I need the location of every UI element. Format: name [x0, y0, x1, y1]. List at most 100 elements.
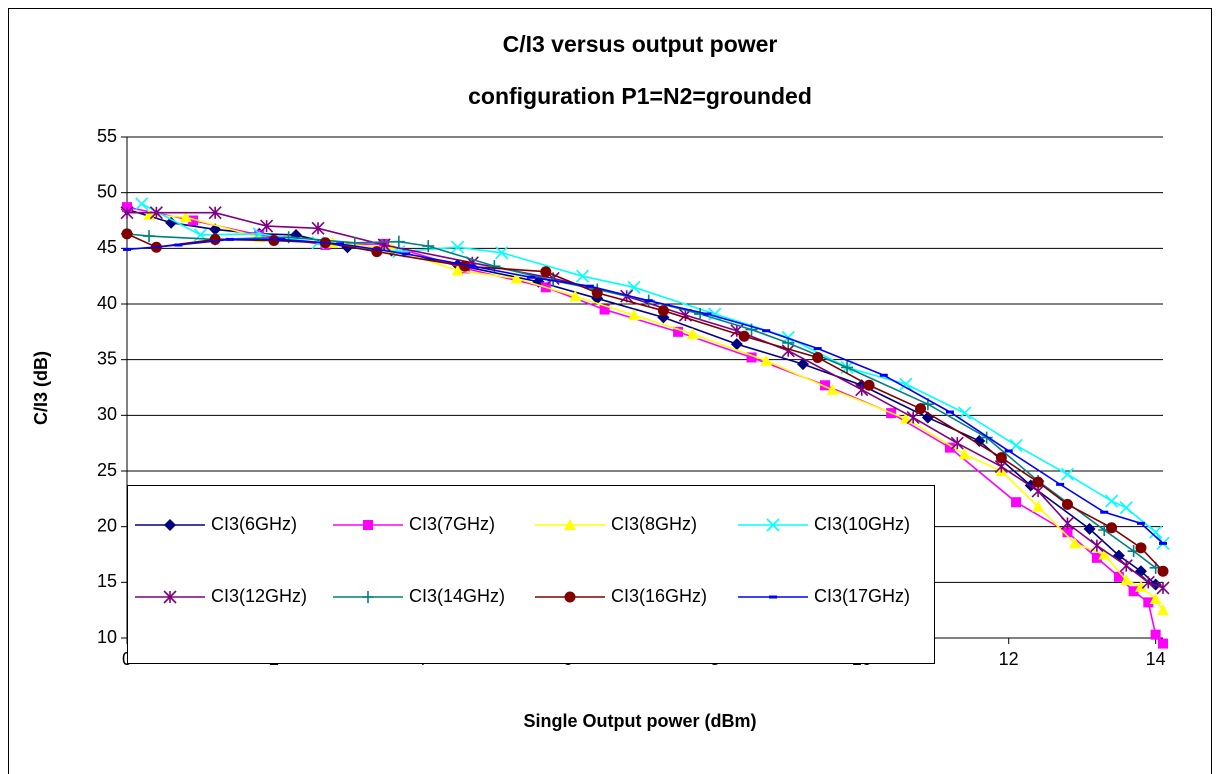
legend-marker	[164, 519, 176, 531]
marker	[1009, 438, 1023, 452]
marker	[627, 280, 641, 294]
x-tick-label: 12	[999, 649, 1019, 669]
legend-label: CI3(12GHz)	[211, 586, 307, 606]
marker	[1135, 542, 1147, 554]
legend-label: CI3(10GHz)	[814, 514, 910, 534]
y-tick-label: 40	[97, 293, 117, 313]
marker	[760, 354, 773, 366]
marker	[730, 338, 743, 351]
marker	[1060, 467, 1075, 481]
marker	[812, 351, 824, 363]
marker	[958, 406, 972, 420]
marker	[826, 383, 839, 395]
marker	[1105, 494, 1119, 508]
marker	[451, 264, 464, 276]
marker	[1156, 581, 1170, 595]
marker	[841, 361, 854, 374]
y-tick-label: 15	[97, 571, 117, 591]
marker	[1143, 597, 1154, 608]
marker	[738, 330, 750, 342]
marker	[188, 215, 199, 226]
marker	[540, 266, 552, 278]
marker	[1032, 500, 1045, 512]
marker	[1149, 593, 1162, 605]
marker	[1120, 574, 1133, 586]
y-tick-label: 25	[97, 460, 117, 480]
legend-marker	[564, 591, 576, 603]
marker	[1091, 552, 1102, 563]
marker	[1141, 575, 1155, 589]
y-tick-label: 55	[97, 126, 117, 146]
marker	[1083, 522, 1096, 535]
marker	[165, 216, 178, 229]
y-tick-label: 20	[97, 515, 117, 535]
marker	[495, 246, 509, 260]
marker	[1032, 476, 1044, 488]
series-line	[127, 211, 1164, 589]
legend-label: CI3(7GHz)	[409, 514, 495, 534]
marker	[135, 197, 149, 211]
marker	[746, 352, 757, 363]
marker	[1011, 497, 1022, 508]
marker	[1157, 604, 1169, 616]
marker	[673, 326, 684, 337]
marker	[980, 431, 993, 444]
marker	[422, 240, 435, 253]
marker	[1068, 537, 1081, 549]
marker	[575, 269, 590, 283]
marker	[906, 410, 920, 425]
marker	[796, 358, 809, 371]
marker	[745, 323, 758, 336]
legend	[127, 485, 935, 664]
legend-label: CI3(16GHz)	[611, 586, 707, 606]
series-line	[148, 214, 1164, 611]
marker	[657, 305, 669, 317]
y-tick-label: 35	[97, 348, 117, 368]
marker	[944, 442, 955, 453]
marker	[995, 452, 1007, 464]
marker	[1134, 580, 1147, 592]
legend-marker	[362, 591, 374, 603]
marker	[459, 260, 471, 272]
marker	[958, 448, 971, 460]
y-tick-label: 50	[97, 181, 117, 201]
marker	[1062, 527, 1073, 538]
legend-marker	[363, 520, 373, 530]
y-axis-label: C/I3 (dB)	[31, 351, 51, 425]
legend-label: CI3(14GHz)	[409, 586, 505, 606]
marker	[451, 240, 465, 254]
legend-label: CI3(6GHz)	[211, 514, 297, 534]
marker	[820, 380, 831, 391]
legend-marker	[163, 590, 177, 604]
marker	[121, 228, 133, 240]
marker	[1157, 565, 1169, 577]
y-tick-label: 30	[97, 404, 117, 424]
marker	[1061, 498, 1073, 510]
marker	[311, 221, 325, 235]
marker	[149, 206, 163, 220]
y-tick-label: 10	[97, 627, 117, 647]
x-tick-label: 14	[1146, 649, 1166, 669]
marker	[1113, 571, 1124, 582]
marker	[1090, 539, 1104, 553]
marker	[915, 403, 927, 415]
legend-marker	[766, 518, 780, 532]
marker	[899, 377, 913, 391]
marker	[371, 246, 383, 258]
legend-marker	[564, 519, 576, 530]
marker	[1119, 501, 1133, 515]
marker	[392, 235, 405, 248]
marker	[179, 211, 192, 223]
marker	[863, 379, 875, 391]
series-line	[126, 238, 1164, 544]
marker	[1128, 586, 1139, 597]
marker	[1158, 638, 1168, 649]
marker	[1060, 516, 1075, 530]
chart-title: C/I3 versus output power	[503, 31, 778, 57]
x-axis-label: Single Output power (dBm)	[524, 711, 757, 731]
y-tick-label: 45	[97, 237, 117, 257]
marker	[143, 230, 156, 243]
marker	[591, 287, 603, 299]
marker	[120, 206, 134, 220]
